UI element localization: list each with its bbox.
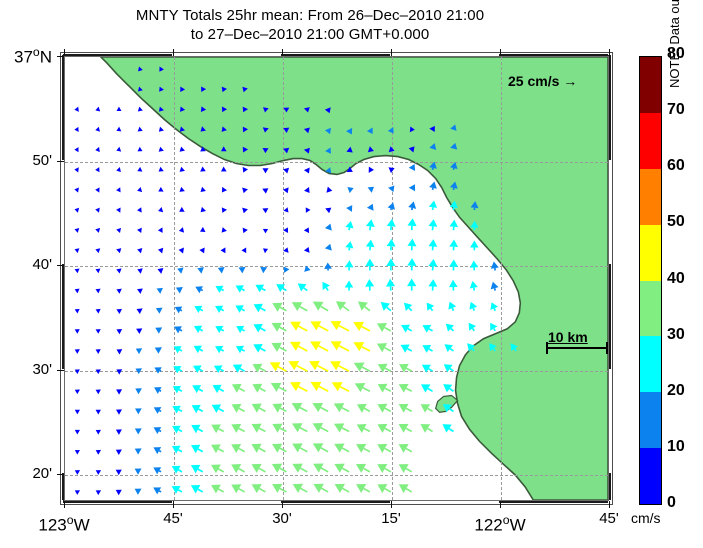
- x-axis-tick: [64, 501, 65, 508]
- colorbar-band: [640, 392, 661, 449]
- current-vector-field: [74, 66, 518, 496]
- gridline-horizontal: [65, 161, 608, 163]
- y-axis-tick-label: 50': [32, 151, 52, 169]
- x-axis-tick-label: 30': [272, 510, 292, 527]
- colorbar-tick-label: 40: [667, 269, 685, 287]
- frame-segment: [62, 473, 65, 500]
- x-axis-tick-top: [282, 49, 283, 56]
- y-axis-tick: [57, 369, 64, 371]
- x-axis-tick: [500, 501, 501, 508]
- frame-segment: [499, 54, 608, 57]
- x-axis-tick: [609, 501, 610, 508]
- scale-bar-cap-left: [546, 342, 548, 354]
- gridline-horizontal: [65, 370, 608, 372]
- colorbar-band: [640, 448, 661, 504]
- colorbar-band: [640, 57, 661, 113]
- y-axis-tick-label: 40': [32, 256, 52, 274]
- colorbar-tick-label: 50: [667, 213, 685, 231]
- x-axis-tick-label: 45': [599, 510, 619, 527]
- y-axis-tick-label: 37oN: [13, 45, 52, 67]
- colorbar-band: [640, 168, 661, 225]
- frame-segment: [608, 264, 611, 369]
- x-axis-tick: [282, 501, 283, 508]
- gridline-vertical: [392, 57, 393, 500]
- colorbar-band: [640, 336, 661, 393]
- gridline-vertical: [501, 57, 502, 500]
- y-axis-tick: [57, 474, 64, 476]
- y-axis-tick-label: 20': [32, 465, 52, 483]
- frame-segment: [63, 54, 172, 57]
- colorbar-band: [640, 112, 661, 169]
- title-line-1: MNTY Totals 25hr mean: From 26–Dec–2010 …: [135, 7, 485, 24]
- colorbar-tick-label: 80: [667, 45, 685, 62]
- frame-segment: [608, 473, 611, 500]
- scale-bar-label: 10 km: [548, 329, 588, 345]
- colorbar-note: NOTE: Data outside color range will be s…: [667, 0, 682, 88]
- velocity-reference-label: 25 cm/s: [508, 73, 560, 89]
- gridline-vertical: [174, 57, 175, 500]
- velocity-reference-arrow-icon: →: [563, 73, 578, 89]
- colorbar-tick-label: 60: [667, 157, 685, 175]
- colorbar[interactable]: [639, 56, 662, 505]
- colorbar-band: [640, 280, 661, 337]
- page-title: MNTY Totals 25hr mean: From 26–Dec–2010 …: [0, 6, 620, 44]
- frame-segment: [63, 500, 172, 503]
- colorbar-tick-label: 20: [667, 381, 685, 399]
- x-axis-tick: [391, 501, 392, 508]
- gridline-horizontal: [65, 266, 608, 268]
- frame-segment: [499, 500, 608, 503]
- title-line-2: to 27–Dec–2010 21:00 GMT+0.000: [190, 26, 430, 43]
- frame-segment: [608, 55, 611, 160]
- x-axis-tick-label: 123oW: [38, 513, 90, 535]
- y-axis-tick: [57, 160, 64, 162]
- x-axis-tick-top: [500, 49, 501, 56]
- frame-segment: [281, 500, 390, 503]
- distance-scale-bar: 10 km: [546, 329, 608, 359]
- y-axis-tick-label: 30': [32, 360, 52, 378]
- colorbar-tick-label: 0: [667, 494, 676, 511]
- x-axis-tick-top: [609, 49, 610, 56]
- frame-segment: [62, 264, 65, 369]
- colorbar-band: [640, 224, 661, 281]
- x-axis-tick-top: [173, 49, 174, 56]
- colorbar-tick-label: 70: [667, 101, 685, 119]
- velocity-reference-annotation: 25 cm/s →: [508, 73, 577, 89]
- y-axis-tick: [57, 56, 64, 57]
- coastline-land: [99, 57, 608, 500]
- x-axis-tick-label: 45': [163, 510, 183, 527]
- colorbar-tick-label: 30: [667, 325, 685, 343]
- x-axis-tick: [173, 501, 174, 508]
- gridline-horizontal: [65, 475, 608, 477]
- x-axis-tick-label: 15': [381, 510, 401, 527]
- scale-bar-line: [546, 347, 608, 349]
- gridline-vertical: [283, 57, 284, 500]
- x-axis-tick-top: [64, 49, 65, 56]
- frame-segment: [62, 55, 65, 160]
- scale-bar-cap-right: [606, 342, 608, 354]
- x-axis-tick-top: [391, 49, 392, 56]
- frame-segment: [281, 54, 390, 57]
- x-axis-tick-label: 122oW: [474, 513, 526, 535]
- colorbar-tick-label: 10: [667, 437, 685, 455]
- colorbar-unit-label: cm/s: [631, 510, 661, 526]
- map-plot-area[interactable]: 25 cm/s → 10 km: [64, 56, 609, 501]
- y-axis-tick: [57, 265, 64, 267]
